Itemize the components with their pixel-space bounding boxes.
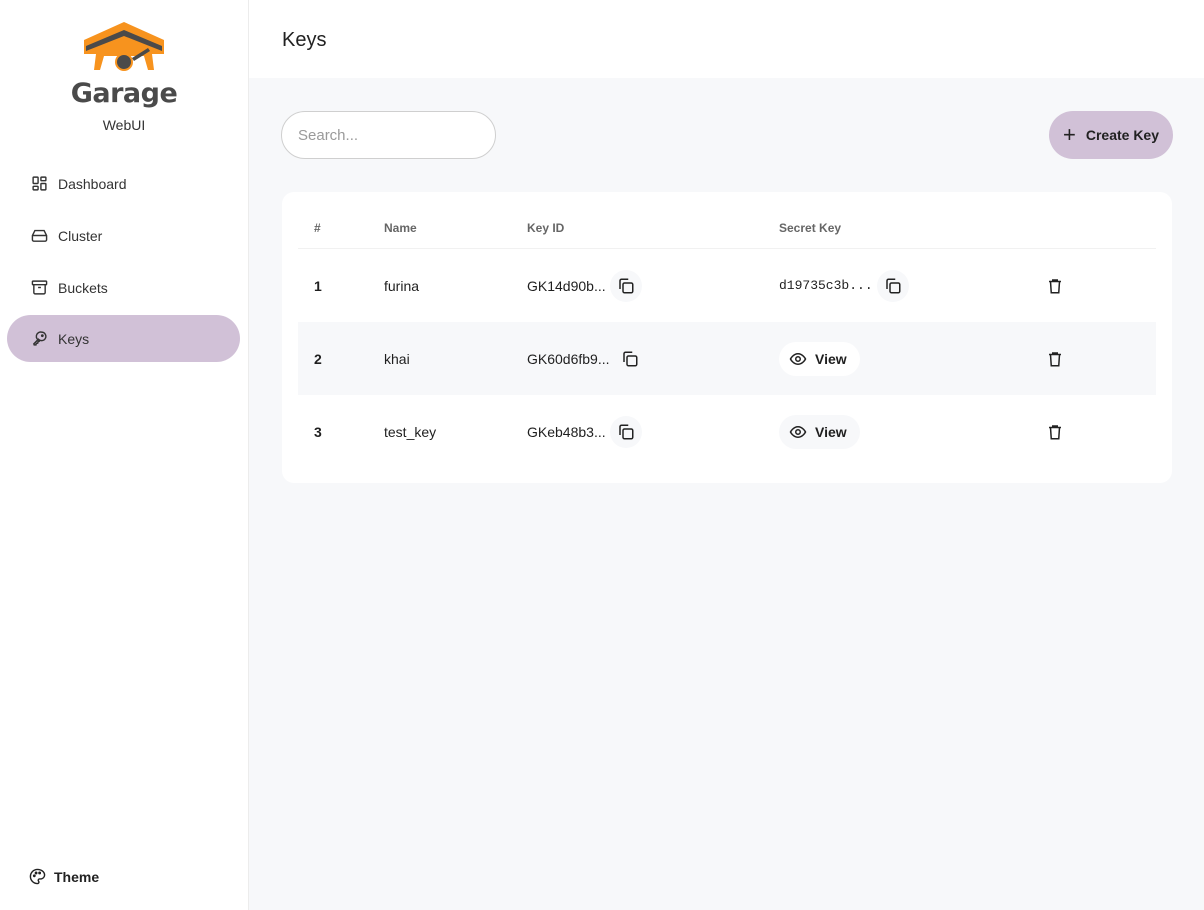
page-header: Keys [249, 0, 1204, 78]
copy-icon [622, 351, 638, 366]
key-id: GK14d90b... [527, 277, 606, 294]
view-secret-button[interactable]: View [779, 341, 860, 376]
secret-key: d19735c3b... [779, 278, 873, 293]
column-header-key-id: Key ID [527, 221, 565, 235]
view-label: View [815, 423, 847, 440]
trash-icon [1049, 351, 1061, 366]
brand-name: Garage [70, 78, 178, 109]
column-header-number: # [314, 221, 321, 235]
plus-icon: + [1062, 122, 1076, 147]
dashboard-icon [32, 176, 47, 191]
sidebar-item-label: Buckets [58, 279, 108, 296]
column-header-secret-key: Secret Key [779, 221, 842, 235]
sidebar: Garage WebUI Dashboard Cluster Buckets K… [0, 0, 249, 910]
archive-icon [31, 280, 48, 295]
secret-key-cell: View [779, 341, 860, 376]
table-row: 2 khai GK60d6fb9... View [298, 322, 1156, 395]
table-row: 1 furina GK14d90b... d19735c3b... [298, 249, 1156, 322]
page-title: Keys [282, 29, 327, 51]
key-id-cell: GK14d90b... [527, 269, 642, 302]
trash-icon [1049, 424, 1061, 439]
key-name: test_key [384, 423, 437, 440]
delete-button[interactable] [1046, 423, 1064, 441]
key-icon [33, 331, 47, 346]
create-key-label: Create Key [1085, 127, 1159, 143]
brand-subtitle: WebUI [102, 117, 146, 133]
palette-icon [29, 868, 46, 885]
key-id-cell: GKeb48b3... [527, 415, 642, 448]
sidebar-item-dashboard[interactable]: Dashboard [7, 160, 240, 207]
delete-button[interactable] [1046, 350, 1064, 368]
copy-icon [618, 278, 634, 293]
key-id-cell: GK60d6fb9... [527, 342, 646, 375]
keys-table: # Name Key ID Secret Key 1 furina GK14d9… [282, 192, 1172, 483]
sidebar-item-keys[interactable]: Keys [7, 315, 240, 362]
copy-key-id-button[interactable] [609, 269, 642, 302]
view-secret-button[interactable]: View [779, 414, 860, 449]
row-number: 3 [314, 423, 322, 440]
garage-logo [84, 22, 164, 71]
create-key-button[interactable]: + Create Key [1049, 111, 1173, 159]
row-number: 1 [314, 277, 322, 294]
column-header-name: Name [384, 221, 417, 235]
view-label: View [815, 350, 847, 367]
copy-secret-button[interactable] [876, 269, 909, 302]
sidebar-item-label: Keys [58, 330, 90, 347]
eye-icon [789, 352, 807, 365]
copy-key-id-button[interactable] [613, 342, 646, 375]
theme-label: Theme [54, 868, 100, 885]
copy-icon [885, 278, 901, 293]
trash-icon [1049, 278, 1061, 293]
key-name: furina [384, 277, 420, 294]
copy-key-id-button[interactable] [609, 415, 642, 448]
sidebar-item-label: Dashboard [58, 175, 127, 192]
secret-key-cell: d19735c3b... [779, 269, 909, 302]
key-id: GK60d6fb9... [527, 350, 610, 367]
key-id: GKeb48b3... [527, 423, 606, 440]
theme-button[interactable]: Theme [29, 868, 99, 885]
sidebar-item-buckets[interactable]: Buckets [7, 264, 240, 311]
hard-drive-icon [31, 229, 48, 242]
secret-key-cell: View [779, 414, 860, 449]
search-input[interactable] [281, 111, 496, 159]
row-number: 2 [314, 350, 322, 367]
eye-icon [789, 425, 807, 438]
sidebar-item-cluster[interactable]: Cluster [7, 212, 240, 259]
table-row: 3 test_key GKeb48b3... View [298, 395, 1156, 468]
copy-icon [618, 424, 634, 439]
header-divider [298, 248, 1156, 249]
key-name: khai [384, 350, 410, 367]
delete-button[interactable] [1046, 277, 1064, 295]
sidebar-item-label: Cluster [58, 227, 103, 244]
